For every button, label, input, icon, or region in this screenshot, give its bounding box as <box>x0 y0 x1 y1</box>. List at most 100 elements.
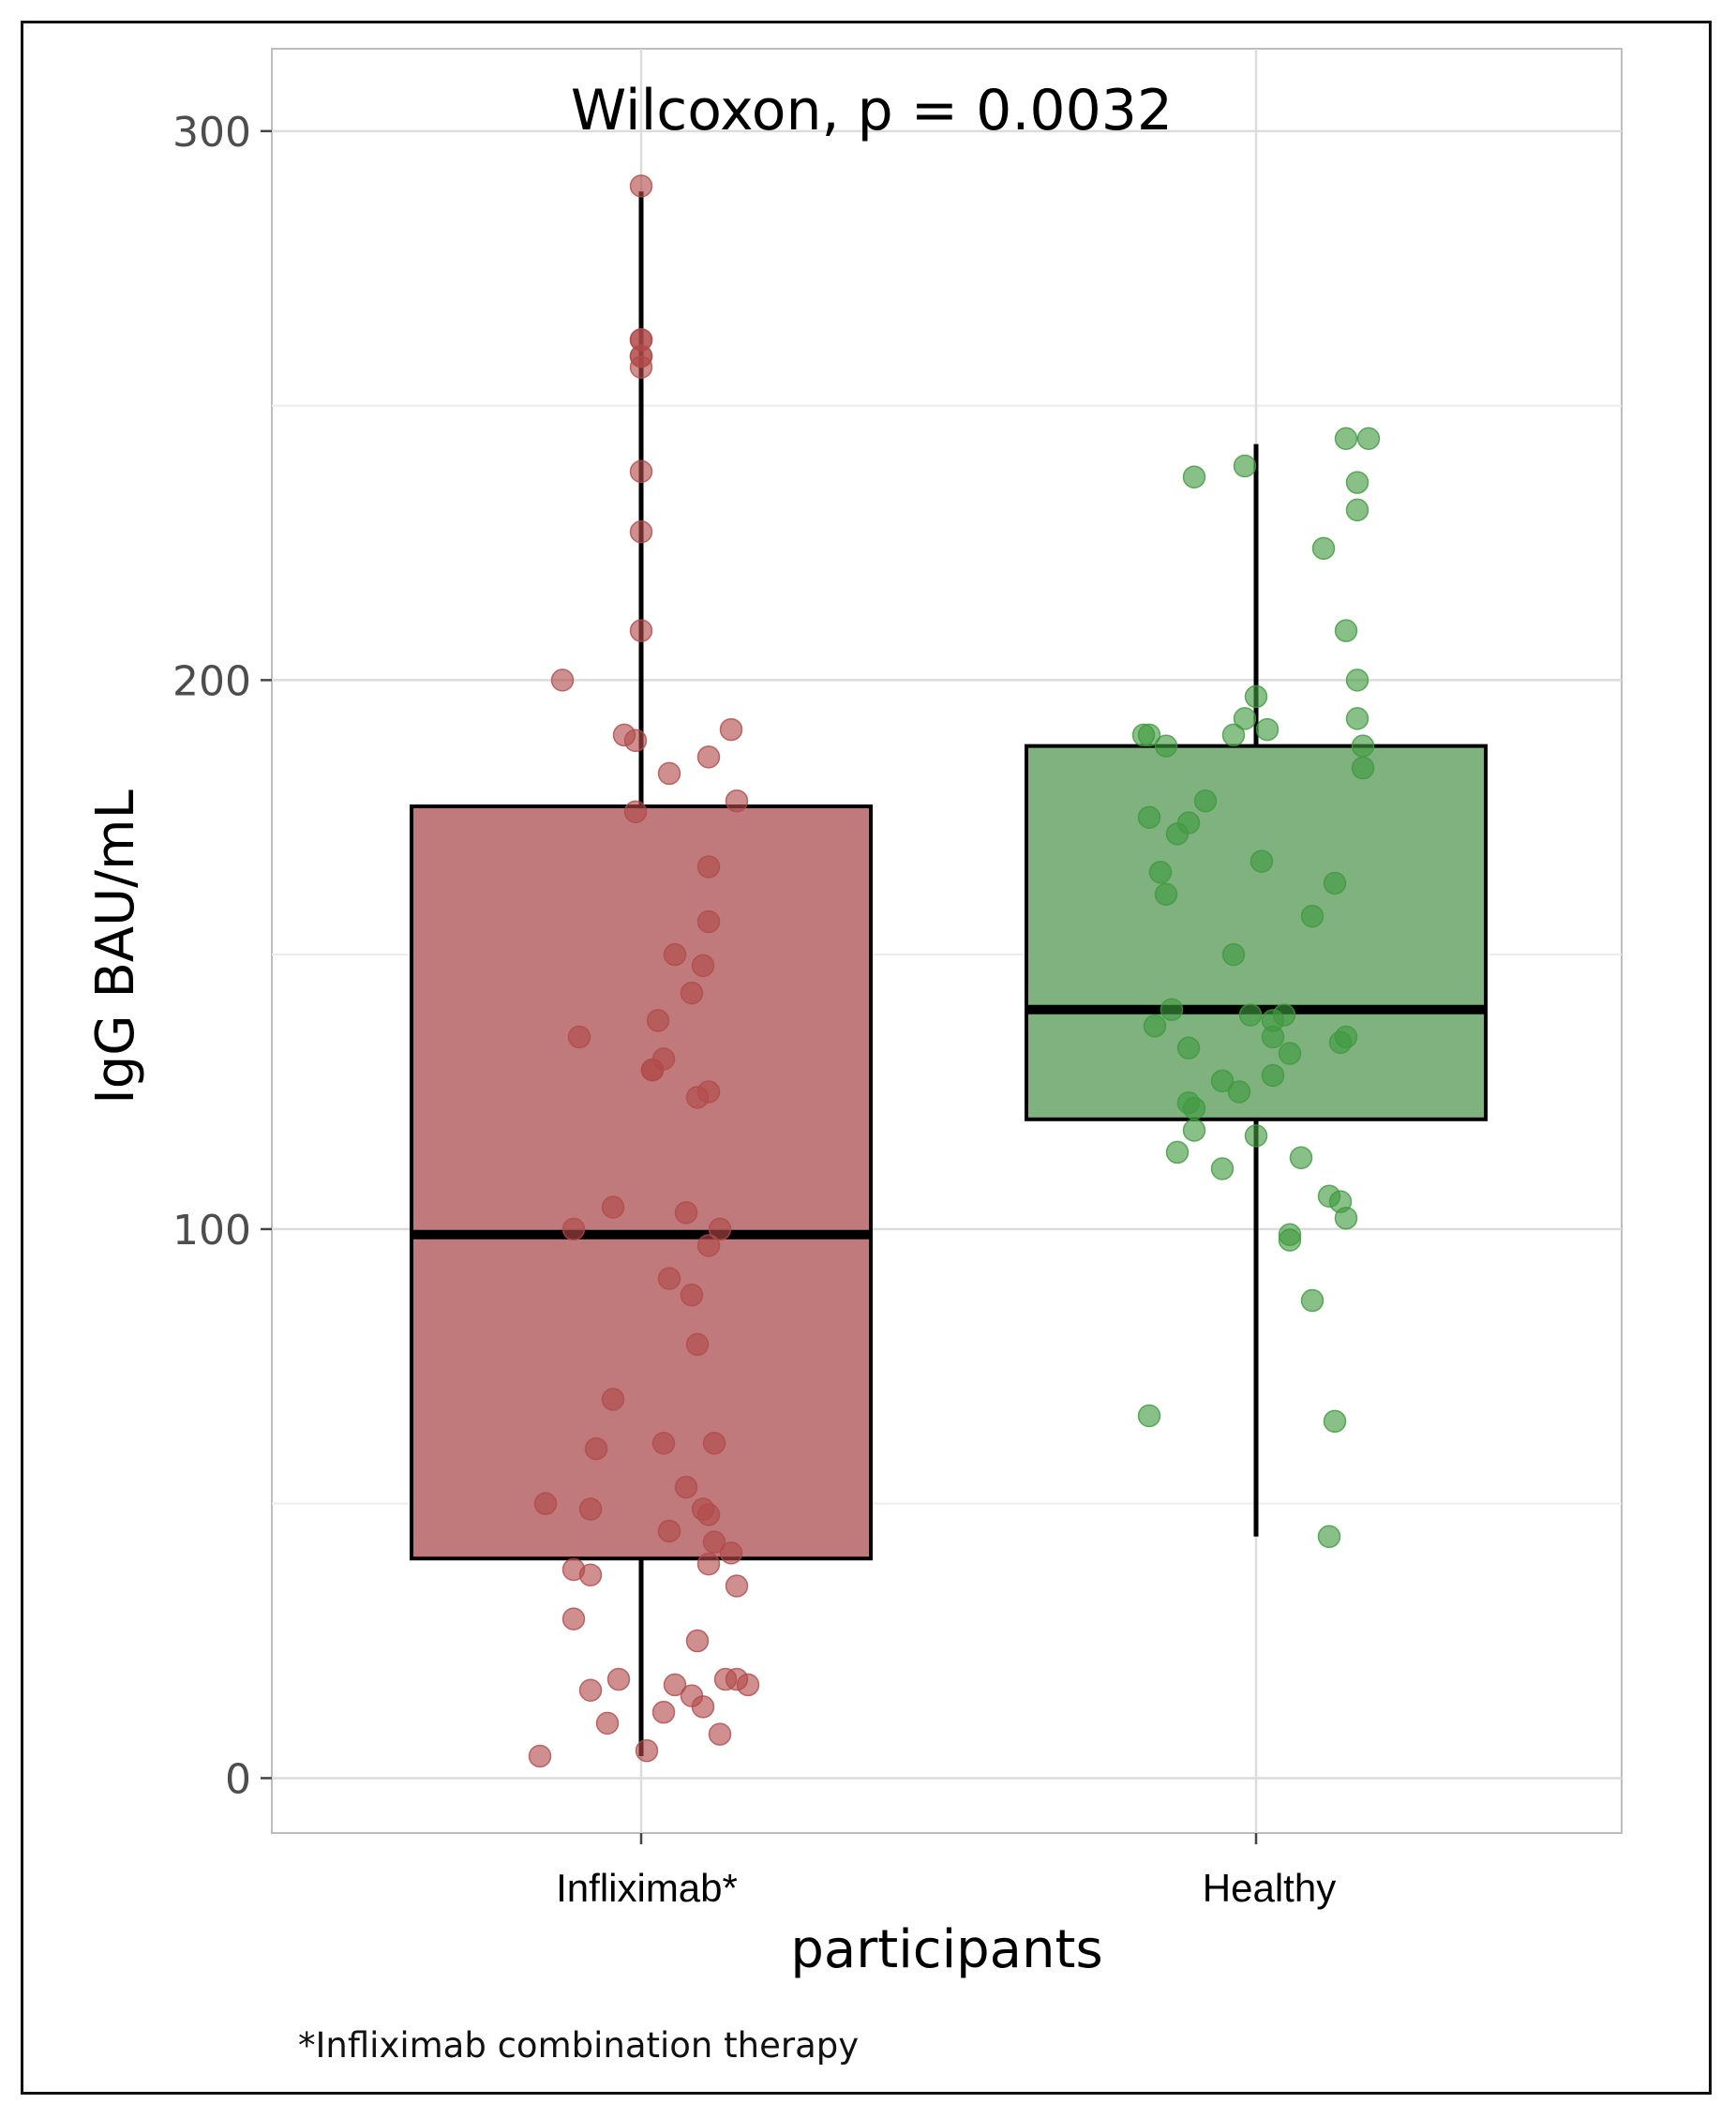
y-axis-label: IgG BAU/mL <box>85 789 146 1105</box>
data-point <box>657 1519 681 1543</box>
data-point <box>725 1574 749 1598</box>
data-point <box>1148 861 1173 884</box>
data-point <box>1345 471 1369 494</box>
boxes <box>410 191 1488 1757</box>
data-point <box>528 1744 552 1768</box>
data-point <box>685 1629 710 1653</box>
data-point <box>657 1267 681 1290</box>
data-point <box>584 1436 608 1461</box>
data-point <box>1351 756 1375 780</box>
y-tick-label: 100 <box>172 1207 251 1255</box>
data-point <box>578 1497 603 1521</box>
y-tick-label: 0 <box>225 1755 251 1803</box>
data-point <box>1334 427 1358 450</box>
chart-title: Wilcoxon, p = 0.0032 <box>571 78 1173 143</box>
data-point <box>1272 1003 1296 1027</box>
data-point <box>1233 707 1257 730</box>
data-point <box>629 520 653 544</box>
data-point <box>1176 1036 1201 1060</box>
data-point <box>651 1432 676 1455</box>
data-point <box>1345 707 1369 730</box>
data-point <box>1154 882 1178 906</box>
data-point <box>1210 1157 1235 1180</box>
y-tick-label: 200 <box>172 657 251 705</box>
data-point <box>674 1201 698 1225</box>
data-point <box>1160 998 1184 1021</box>
data-point <box>1176 1090 1201 1115</box>
data-point <box>601 1195 625 1219</box>
data-point <box>629 174 653 198</box>
data-point <box>629 328 653 352</box>
data-point <box>1244 1124 1268 1148</box>
x-axis-label: participants <box>790 1919 1102 1980</box>
data-point <box>595 1711 620 1736</box>
data-point <box>1300 904 1324 928</box>
data-point <box>696 1552 721 1576</box>
data-point <box>1278 1223 1302 1247</box>
footnote: *Infliximab combination therapy <box>298 2025 860 2066</box>
data-point <box>691 1497 715 1521</box>
data-point <box>629 619 653 642</box>
data-point <box>1255 717 1280 742</box>
data-point <box>612 723 636 747</box>
data-point <box>1182 1119 1206 1142</box>
data-point <box>601 1388 625 1411</box>
data-point <box>708 1722 732 1746</box>
data-point <box>1334 619 1358 642</box>
data-point <box>1244 684 1268 709</box>
x-tick-label: Healthy <box>1203 1866 1336 1910</box>
x-tick-label: Infliximab* <box>556 1866 738 1910</box>
data-point <box>561 1217 586 1241</box>
data-point <box>578 1563 603 1587</box>
data-point <box>719 717 743 742</box>
data-point <box>725 789 749 813</box>
data-point <box>1227 1080 1251 1104</box>
data-points <box>528 174 1381 1768</box>
data-point <box>702 1432 726 1455</box>
axes: 0 100 200 300 Infliximab* Healthy <box>172 109 1336 1910</box>
data-point <box>1300 1288 1324 1313</box>
data-point <box>533 1492 558 1515</box>
data-point <box>1221 942 1246 967</box>
data-point <box>736 1673 760 1697</box>
data-point <box>640 1058 665 1082</box>
data-point <box>696 745 721 769</box>
data-point <box>1289 1146 1313 1170</box>
data-point <box>1193 789 1218 813</box>
data-point <box>657 761 681 786</box>
data-point <box>674 1475 698 1499</box>
data-point <box>691 954 715 978</box>
data-point <box>691 1695 715 1719</box>
data-point <box>635 1738 659 1763</box>
data-point <box>1154 734 1178 758</box>
data-point <box>680 981 704 1005</box>
y-tick-label: 300 <box>172 109 251 157</box>
data-point <box>685 1332 710 1357</box>
data-point <box>1334 1025 1358 1049</box>
data-point <box>1323 871 1347 895</box>
data-point <box>702 1530 726 1554</box>
data-point <box>1210 1069 1235 1093</box>
data-point <box>1323 1409 1347 1434</box>
data-point <box>1182 465 1206 488</box>
data-point <box>578 1678 603 1703</box>
data-point <box>1261 1063 1285 1088</box>
data-point <box>680 1283 704 1307</box>
data-point <box>1176 811 1201 834</box>
figure-frame <box>21 21 1712 2095</box>
box <box>410 804 873 1561</box>
data-point <box>696 1234 721 1257</box>
data-point <box>663 1673 687 1697</box>
data-point <box>629 459 653 484</box>
data-point <box>606 1667 631 1691</box>
data-point <box>1317 1525 1341 1549</box>
data-point <box>1311 536 1336 561</box>
data-point <box>1233 454 1257 478</box>
data-point <box>1351 734 1375 758</box>
data-point <box>1131 723 1156 747</box>
data-point <box>696 909 721 934</box>
data-point <box>651 1700 676 1724</box>
data-point <box>1221 723 1246 747</box>
data-point <box>623 800 648 824</box>
